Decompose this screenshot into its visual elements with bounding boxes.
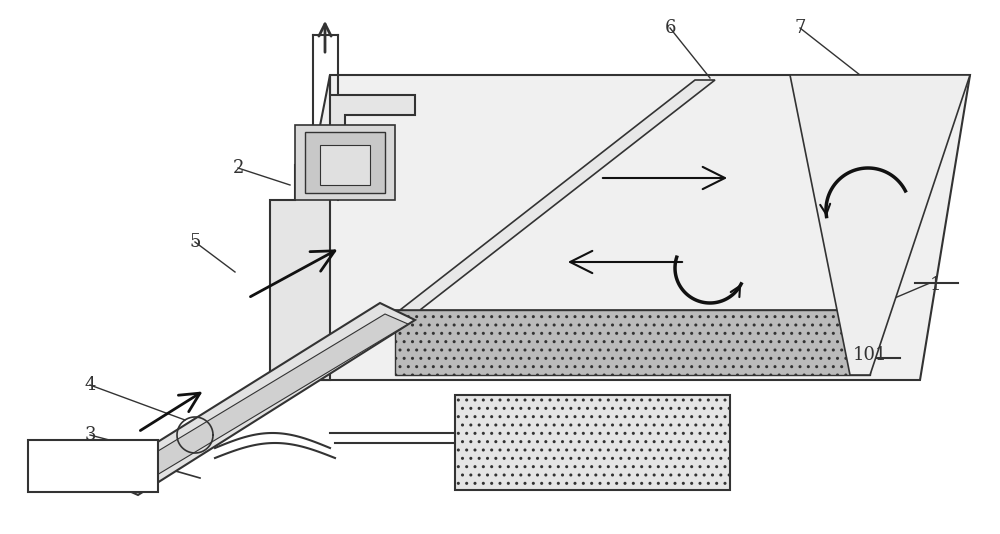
Polygon shape [295, 125, 395, 200]
Polygon shape [100, 303, 415, 495]
Polygon shape [305, 132, 385, 193]
Polygon shape [395, 310, 870, 375]
Text: 1: 1 [929, 276, 941, 294]
Polygon shape [110, 314, 408, 490]
Polygon shape [455, 395, 730, 490]
Polygon shape [270, 75, 970, 380]
Text: 7: 7 [794, 19, 806, 37]
Text: 5: 5 [189, 233, 201, 251]
Polygon shape [400, 80, 715, 310]
Text: 3: 3 [84, 426, 96, 444]
Text: 6: 6 [664, 19, 676, 37]
Text: 2: 2 [232, 159, 244, 177]
Polygon shape [270, 75, 415, 380]
Text: 4: 4 [84, 376, 96, 394]
Polygon shape [28, 440, 158, 492]
Text: 101: 101 [853, 346, 887, 364]
Polygon shape [790, 75, 970, 375]
Polygon shape [320, 145, 370, 185]
